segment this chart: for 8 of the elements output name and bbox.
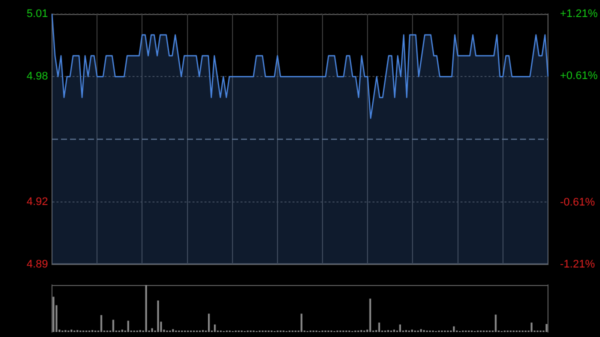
y2-tick-label: +1.21% [560,8,598,20]
y-tick-label: 5.01 [26,8,48,20]
y2-tick-label: -0.61% [560,196,596,208]
y-tick-label: 4.92 [26,196,48,208]
y2-tick-label: -1.21% [560,258,596,270]
y-tick-label: 4.89 [26,258,48,270]
y-tick-label: 4.98 [26,70,48,83]
y2-tick-label: +0.61% [560,70,598,82]
